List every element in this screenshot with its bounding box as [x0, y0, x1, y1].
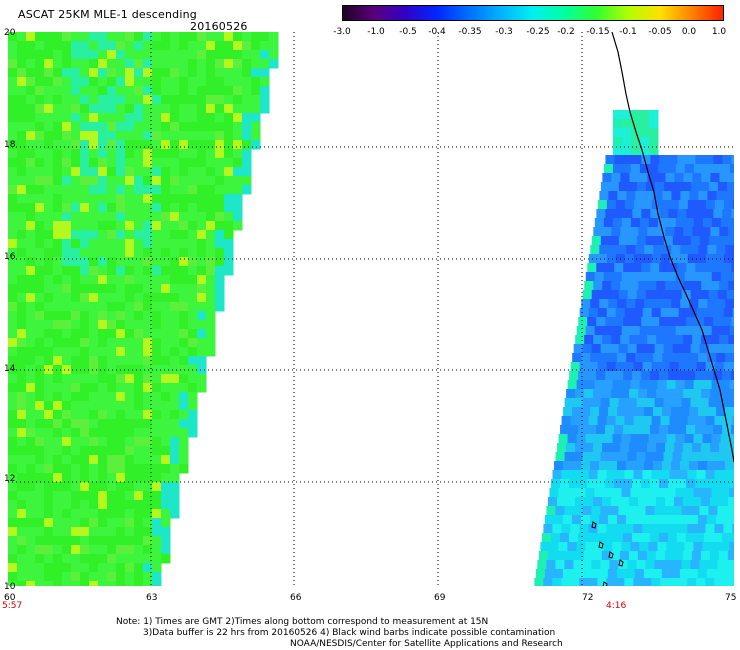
x-tick-72: 72: [582, 593, 594, 603]
footer-note-3: NOAA/NESDIS/Center for Satellite Applica…: [290, 639, 563, 649]
colorbar-label: -3.0: [333, 27, 351, 37]
colorbar-gradient: [342, 5, 724, 21]
colorbar-label: -0.15: [586, 27, 610, 37]
colorbar-label: 0.0: [681, 27, 697, 37]
x-tick-66: 66: [290, 593, 302, 603]
y-tick-18: 18: [4, 140, 16, 150]
y-tick-12: 12: [4, 474, 16, 484]
colorbar-label: -0.5: [399, 27, 417, 37]
x-tick-69: 69: [434, 593, 446, 603]
y-tick-20: 20: [4, 28, 16, 38]
colorbar-label: 1.0: [711, 27, 727, 37]
colorbar-label: -0.3: [495, 27, 513, 37]
footer-note-2: 3)Data buffer is 22 hrs from 20160526 4)…: [143, 628, 556, 638]
y-tick-14: 14: [4, 364, 16, 374]
y-tick-10: 10: [4, 582, 16, 592]
swath-map: [8, 32, 734, 586]
colorbar-label: -0.4: [428, 27, 446, 37]
time-left: 5:57: [2, 601, 23, 611]
colorbar-label: -1.0: [367, 27, 385, 37]
colorbar-swatches: [342, 5, 724, 21]
colorbar-label: -0.05: [648, 27, 672, 37]
colorbar-label: -0.2: [557, 27, 575, 37]
left-swath: [8, 32, 279, 586]
x-tick-63: 63: [146, 593, 158, 603]
colorbar-label: -0.25: [526, 27, 550, 37]
map-title: ASCAT 25KM MLE-1 descending: [18, 8, 197, 21]
time-right: 4:16: [606, 601, 627, 611]
x-tick-60: 60: [4, 593, 16, 603]
right-swath: [534, 110, 734, 586]
footer-note-1: Note: 1) Times are GMT 2)Times along bot…: [116, 617, 489, 627]
y-tick-16: 16: [4, 252, 16, 262]
colorbar-labels: -3.0 -1.0 -0.5 -0.4 -0.35 -0.3 -0.25 -0.2 -0.15-…: [0, 27, 740, 39]
map-date: 20160526: [190, 20, 248, 33]
grid-lines: [8, 32, 734, 586]
colorbar: [342, 5, 724, 21]
colorbar-label: -0.35: [458, 27, 482, 37]
coastline: [591, 32, 734, 586]
x-tick-75: 75: [725, 593, 737, 603]
map-panel: [8, 32, 734, 586]
colorbar-label: -0.1: [619, 27, 637, 37]
